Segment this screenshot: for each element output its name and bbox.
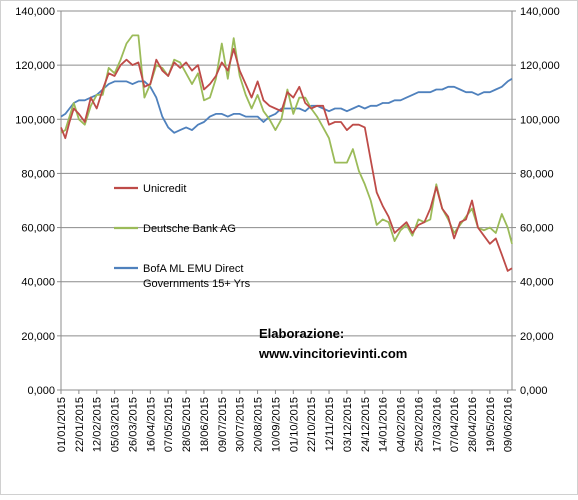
- left-tick-label: 40,000: [21, 277, 55, 289]
- right-tick-label: 120,000: [520, 60, 560, 72]
- x-tick-label: 22/10/2015: [306, 397, 318, 452]
- x-tick-label: 24/12/2015: [360, 397, 372, 452]
- x-tick-label: 07/04/2016: [449, 397, 461, 452]
- legend-label-bofa-line1: BofA ML EMU Direct: [143, 263, 243, 275]
- x-tick-label: 09/07/2015: [217, 397, 229, 452]
- x-tick-label: 19/05/2016: [485, 397, 497, 452]
- x-axis: 01/01/2015 22/01/2015 12/02/2015 05/03/2015…: [56, 389, 515, 452]
- left-tick-label: 100,000: [15, 114, 55, 126]
- right-tick-label: 140,000: [520, 6, 560, 18]
- right-tick-label: 20,000: [520, 331, 554, 343]
- x-tick-label: 01/01/2015: [56, 397, 68, 452]
- x-tick-label: 28/05/2015: [181, 397, 193, 452]
- legend-label-bofa-line2: Governments 15+ Yrs: [143, 278, 251, 290]
- right-tick-label: 0,000: [520, 385, 548, 397]
- x-tick-label: 12/02/2015: [92, 397, 104, 452]
- left-y-axis: 0,000 20,000 40,000 60,000 80,000 100,000 120,…: [15, 6, 62, 397]
- annotation-line2: www.vincitorievinti.com: [258, 346, 407, 361]
- left-tick-label: 120,000: [15, 60, 55, 72]
- series-line-unicredit: [60, 48, 513, 272]
- x-tick-label: 17/03/2016: [431, 397, 443, 452]
- annotation: Elaborazione: www.vincitorievinti.com: [258, 326, 407, 361]
- left-tick-label: 60,000: [21, 223, 55, 235]
- x-tick-label: 26/03/2015: [127, 397, 139, 452]
- x-tick-label: 25/02/2016: [413, 397, 425, 452]
- x-tick-label: 30/07/2015: [235, 397, 247, 452]
- left-tick-label: 20,000: [21, 331, 55, 343]
- legend: Unicredit Deutsche Bank AG BofA ML EMU D…: [114, 183, 251, 290]
- x-tick-label: 03/12/2015: [342, 397, 354, 452]
- left-tick-label: 80,000: [21, 168, 55, 180]
- right-tick-label: 100,000: [520, 114, 560, 126]
- series-layer: [60, 34, 513, 272]
- right-y-axis: 0,000 20,000 40,000 60,000 80,000 100,000 120,…: [511, 6, 560, 397]
- x-tick-label: 12/11/2015: [324, 397, 336, 451]
- legend-label-unicredit: Unicredit: [143, 183, 186, 195]
- legend-label-deutsche-bank: Deutsche Bank AG: [143, 223, 236, 235]
- x-tick-label: 16/04/2015: [145, 397, 157, 452]
- right-tick-label: 80,000: [520, 168, 554, 180]
- annotation-line1: Elaborazione:: [259, 326, 344, 341]
- x-tick-label: 28/04/2016: [467, 397, 479, 452]
- x-tick-label: 07/05/2015: [163, 397, 175, 452]
- x-tick-label: 10/09/2015: [270, 397, 282, 452]
- x-tick-label: 14/01/2016: [378, 397, 390, 452]
- x-tick-label: 09/06/2016: [503, 397, 515, 452]
- x-tick-label: 04/02/2016: [396, 397, 408, 452]
- right-tick-label: 60,000: [520, 223, 554, 235]
- right-tick-label: 40,000: [520, 277, 554, 289]
- x-tick-label: 05/03/2015: [110, 397, 122, 452]
- x-tick-label: 01/10/2015: [288, 397, 300, 452]
- left-tick-label: 140,000: [15, 6, 55, 18]
- x-tick-label: 18/06/2015: [199, 397, 211, 452]
- left-tick-label: 0,000: [27, 385, 55, 397]
- x-tick-label: 22/01/2015: [74, 397, 86, 452]
- x-tick-label: 20/08/2015: [253, 397, 265, 452]
